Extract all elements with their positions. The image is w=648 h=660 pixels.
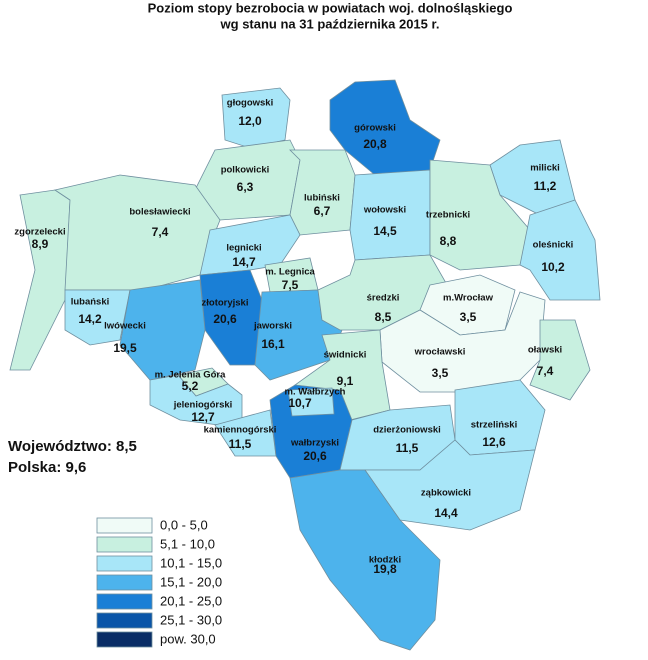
region xyxy=(287,387,335,417)
legend-label: 5,1 - 10,0 xyxy=(160,536,215,551)
region-value: 12,7 xyxy=(191,410,215,424)
legend-label: 10,1 - 15,0 xyxy=(160,555,222,570)
region-name: lwówecki xyxy=(104,321,146,332)
region-name: trzebnicki xyxy=(426,210,470,221)
region-name: bolesławiecki xyxy=(129,207,190,218)
region-value: 20,8 xyxy=(363,137,387,151)
region-value: 8,5 xyxy=(375,310,392,324)
region-name: wołowski xyxy=(363,205,406,216)
region-name: jaworski xyxy=(253,321,292,332)
legend-label: 25,1 - 30,0 xyxy=(160,612,222,627)
region-value: 8,8 xyxy=(440,234,457,248)
region xyxy=(9,189,71,371)
legend-swatch xyxy=(96,612,153,629)
region xyxy=(519,199,601,301)
region-value: 9,1 xyxy=(337,374,354,388)
region-name: m. Jelenia Góra xyxy=(155,370,226,381)
region-value: 10,2 xyxy=(541,260,565,274)
region xyxy=(149,374,243,429)
region-name: m. Wałbrzych xyxy=(285,387,346,398)
region-value: 6,3 xyxy=(237,180,254,194)
legend-swatch xyxy=(96,536,153,553)
region-value: 6,7 xyxy=(314,204,331,218)
region xyxy=(364,439,536,531)
region xyxy=(329,79,441,176)
region-value: 20,6 xyxy=(213,312,237,326)
region-value: 7,5 xyxy=(282,278,299,292)
region-name: ząbkowicki xyxy=(421,488,471,499)
region-value: 11,2 xyxy=(534,179,557,193)
region-value: 12,0 xyxy=(238,114,262,128)
region-name: m. Legnica xyxy=(265,267,315,278)
region-name: strzeliński xyxy=(471,420,517,431)
region-name: jeleniogórski xyxy=(173,400,233,411)
region-value: 10,7 xyxy=(288,396,312,410)
legend-label: 20,1 - 25,0 xyxy=(160,593,222,608)
summary-voivodeship: Województwo: 8,5 xyxy=(8,438,137,455)
region-value: 16,1 xyxy=(261,337,285,351)
region-value: 14,4 xyxy=(434,506,458,520)
region-name: lubiński xyxy=(304,193,340,204)
region-name: m.Wrocław xyxy=(443,293,494,304)
region-value: 19,8 xyxy=(373,562,397,576)
region xyxy=(64,289,131,346)
region-value: 19,5 xyxy=(113,341,137,355)
region xyxy=(289,469,441,651)
region-value: 14,7 xyxy=(232,255,256,269)
region-name: lubański xyxy=(71,297,110,308)
title-line: Poziom stopy bezrobocia w powiatach woj.… xyxy=(148,0,513,15)
region-name: górowski xyxy=(354,123,396,134)
region-value: 11,5 xyxy=(229,437,252,451)
region-name: wałbrzyski xyxy=(290,438,339,449)
region-name: milicki xyxy=(530,163,560,174)
legend-swatch xyxy=(96,593,153,610)
region xyxy=(289,149,356,236)
legend-swatch xyxy=(96,517,153,534)
region xyxy=(54,174,221,291)
region xyxy=(221,87,291,149)
region-value: 7,4 xyxy=(152,225,169,239)
legend: 0,0 - 5,0 5,1 - 10,0 10,1 - 15,0 15,1 - 20,… xyxy=(96,517,222,648)
region-name: oławski xyxy=(528,345,562,356)
summary-poland: Polska: 9,6 xyxy=(8,459,86,476)
legend-swatch xyxy=(96,631,153,648)
legend-swatch xyxy=(96,574,153,591)
region-value: 3,5 xyxy=(432,366,449,380)
region-name: wrocławski xyxy=(414,347,466,358)
legend-swatch xyxy=(96,555,153,572)
region-value: 5,2 xyxy=(182,379,199,393)
region-name: dzierżoniowski xyxy=(373,425,441,436)
region-value: 20,6 xyxy=(303,449,327,463)
region-name: legnicki xyxy=(226,243,261,254)
region-name: złotoryjski xyxy=(202,298,249,309)
region-labels: głogowski 12,0 górowski 20,8 polkowicki 6,3 lu… xyxy=(14,98,573,577)
region-value: 7,4 xyxy=(537,364,554,378)
region-name: średzki xyxy=(367,293,400,304)
regions xyxy=(9,79,601,651)
region-name: polkowicki xyxy=(221,165,270,176)
legend-label: 0,0 - 5,0 xyxy=(160,517,208,532)
legend-label: 15,1 - 20,0 xyxy=(160,574,222,589)
region-value: 14,5 xyxy=(373,224,397,238)
region-name: zgorzelecki xyxy=(14,227,65,238)
legend-label: pow. 30,0 xyxy=(160,631,216,646)
region-value: 14,2 xyxy=(78,312,102,326)
region-name: głogowski xyxy=(227,98,273,109)
region-name: świdnicki xyxy=(324,350,367,361)
region xyxy=(119,279,206,381)
region-name: kamiennogórski xyxy=(204,425,277,436)
title-line: wg stanu na 31 października 2015 r. xyxy=(220,16,440,31)
region-value: 11,5 xyxy=(396,441,419,455)
region xyxy=(529,319,591,401)
region-name: kłodzki xyxy=(369,555,401,566)
region-value: 12,6 xyxy=(482,435,506,449)
region-name: oleśnicki xyxy=(533,240,574,251)
region-value: 3,5 xyxy=(460,310,477,324)
region-value: 8,9 xyxy=(32,237,49,251)
